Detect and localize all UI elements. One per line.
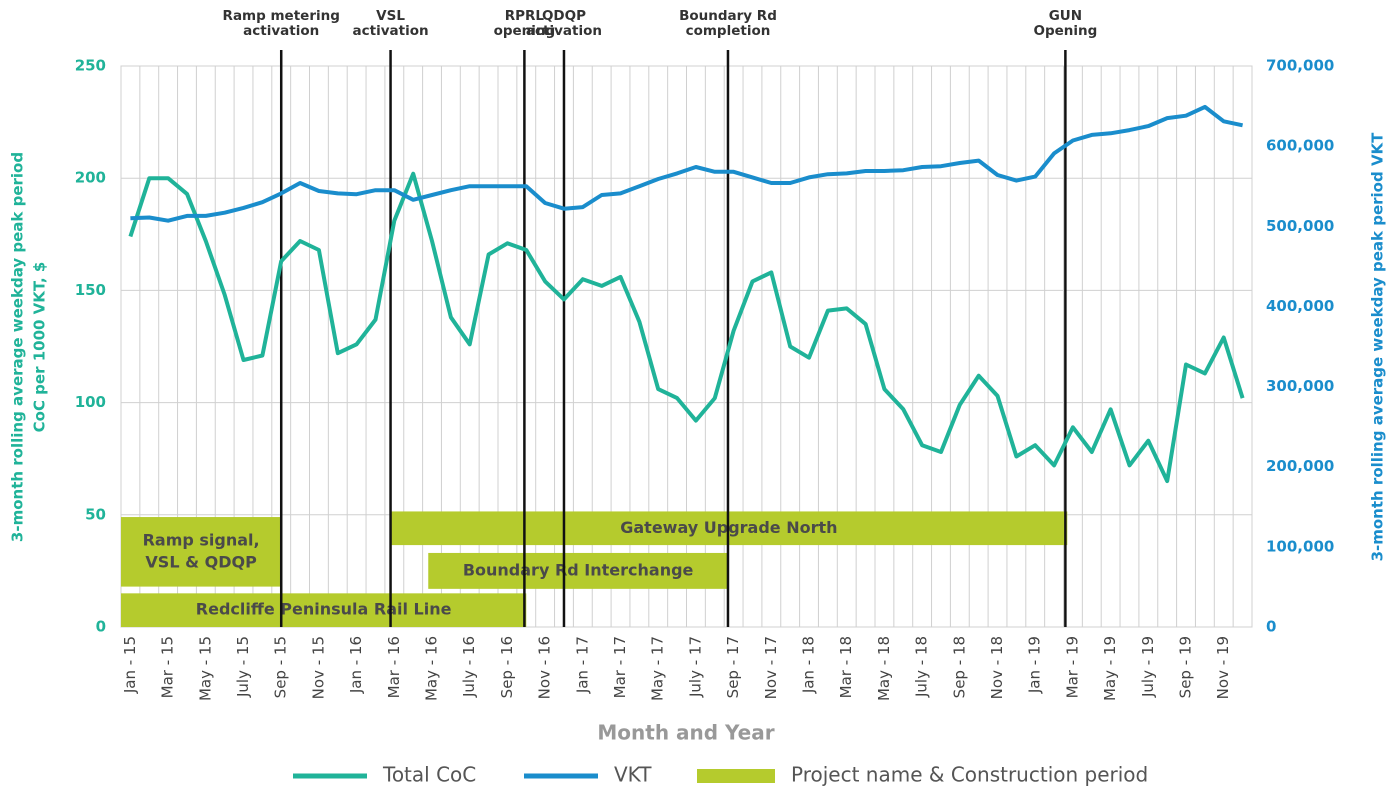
- period-label: Redcliffe Peninsula Rail Line: [196, 600, 452, 619]
- x-tick-label: Sep - 17: [724, 636, 742, 698]
- x-tick-label: May - 16: [423, 636, 441, 701]
- event-label: activation: [526, 23, 602, 39]
- x-tick-label: July - 15: [234, 636, 252, 698]
- x-tick-label: May - 17: [649, 636, 667, 701]
- y-tick-label: 100: [75, 393, 106, 411]
- x-tick-label: July - 17: [686, 636, 704, 698]
- event-label: RPRL: [505, 8, 545, 24]
- y-tick-label: 200: [75, 169, 106, 187]
- event-label: QDQP: [542, 8, 586, 24]
- y-tick-label: 250: [75, 57, 106, 75]
- x-tick-label: Nov - 18: [988, 636, 1006, 699]
- x-tick-label: Nov - 15: [309, 636, 327, 699]
- x-tick-label: Sep - 16: [498, 636, 516, 698]
- y-axis-title: 3-month rolling average weekday peak per…: [9, 152, 27, 542]
- x-tick-label: July - 16: [460, 636, 478, 698]
- x-axis-title: Month and Year: [597, 721, 774, 745]
- x-tick-label: Nov - 17: [762, 636, 780, 699]
- event-label: VSL: [376, 8, 405, 24]
- x-tick-label: Mar - 19: [1063, 636, 1081, 698]
- event-label: Opening: [1033, 23, 1097, 39]
- x-tick-label: Mar - 15: [159, 636, 177, 698]
- x-tick-label: Mar - 18: [837, 636, 855, 698]
- y-tick-label: 50: [85, 505, 106, 523]
- y2-tick-label: 400,000: [1266, 297, 1334, 315]
- period-label: Ramp signal,: [143, 530, 260, 549]
- y2-tick-label: 200,000: [1266, 457, 1334, 475]
- legend-label: VKT: [614, 763, 652, 787]
- x-tick-label: Nov - 19: [1214, 636, 1232, 699]
- x-tick-label: July - 18: [913, 636, 931, 698]
- period-bar: [428, 552, 728, 589]
- plot-frame: [120, 65, 1253, 628]
- x-tick-label: Jan - 16: [347, 636, 365, 694]
- x-tick-label: Jan - 18: [800, 636, 818, 694]
- period-label: VSL & QDQP: [145, 552, 257, 571]
- event-label: Ramp metering: [223, 8, 340, 24]
- legend-label: Total CoC: [382, 763, 476, 787]
- event-label: Boundary Rd: [679, 8, 777, 24]
- event-label: activation: [353, 23, 429, 39]
- event-label: activation: [243, 23, 319, 39]
- x-tick-label: Sep - 19: [1177, 636, 1195, 698]
- y2-axis-title: 3-month rolling average weekday peak per…: [1369, 132, 1387, 562]
- period-bar: [121, 593, 527, 627]
- x-tick-label: Sep - 15: [272, 636, 290, 698]
- y2-tick-label: 700,000: [1266, 57, 1334, 75]
- x-tick-label: May - 15: [196, 636, 214, 701]
- x-tick-label: Jan - 19: [1026, 636, 1044, 694]
- event-label: completion: [686, 23, 771, 39]
- y-axis-title: CoC per 1000 VKT, $: [31, 262, 49, 433]
- x-tick-label: Jan - 17: [573, 636, 591, 694]
- event-label: opening: [494, 23, 556, 39]
- x-tick-label: July - 19: [1139, 636, 1157, 698]
- event-label: GUN: [1049, 8, 1082, 24]
- x-tick-label: Sep - 18: [950, 636, 968, 698]
- y2-tick-label: 600,000: [1266, 137, 1334, 155]
- y2-tick-label: 100,000: [1266, 537, 1334, 555]
- period-label: Boundary Rd Interchange: [463, 560, 694, 579]
- x-tick-label: Jan - 15: [121, 636, 139, 694]
- series-line: [128, 171, 1245, 484]
- x-tick-label: Mar - 17: [611, 636, 629, 698]
- y2-tick-label: 300,000: [1266, 377, 1334, 395]
- y-tick-label: 0: [96, 618, 106, 636]
- x-tick-label: Nov - 16: [536, 636, 554, 699]
- legend-label: Project name & Construction period: [791, 763, 1148, 787]
- period-bar: [121, 517, 282, 587]
- x-tick-label: May - 19: [1101, 636, 1119, 701]
- x-tick-label: Mar - 16: [385, 636, 403, 698]
- legend-swatch: [697, 769, 775, 783]
- y-tick-label: 150: [75, 281, 106, 299]
- series-line: [130, 104, 1244, 223]
- y2-tick-label: 0: [1266, 618, 1276, 636]
- y2-tick-label: 500,000: [1266, 217, 1334, 235]
- x-tick-label: May - 18: [875, 636, 893, 701]
